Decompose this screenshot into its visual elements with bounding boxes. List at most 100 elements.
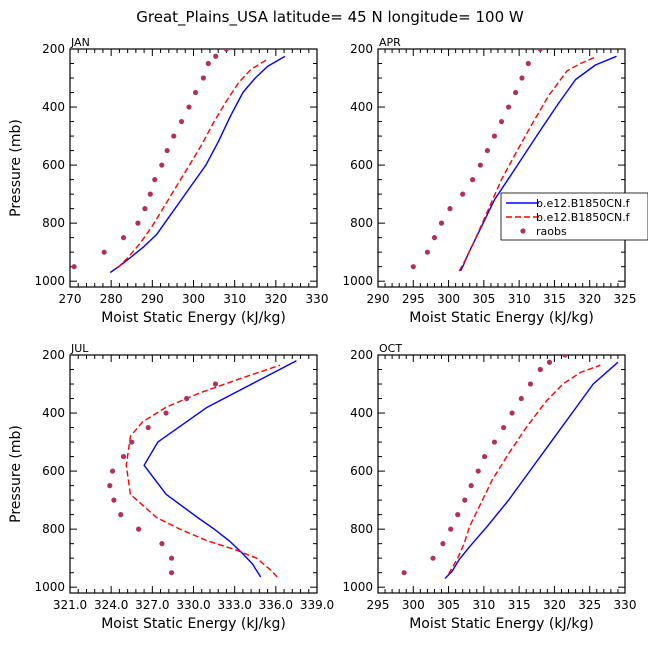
raobs-point <box>468 483 474 489</box>
x-tick-label: 325 <box>578 598 601 612</box>
raobs-point <box>431 235 438 241</box>
raobs-point <box>424 249 430 255</box>
panel-label: APR <box>379 36 401 49</box>
y-tick-label: 600 <box>42 464 65 478</box>
raobs-point <box>129 439 135 445</box>
legend-label: b.e12.B1850CN.f <box>536 197 631 210</box>
raobs-point <box>171 133 177 139</box>
x-tick-label: 280 <box>100 292 123 306</box>
raobs-point <box>527 381 534 387</box>
panel-oct: 295 300 305 310 315 320 325 330 200 400 600 800 1000… <box>342 342 636 632</box>
model1-series-line <box>444 361 619 579</box>
raobs-point <box>513 89 519 96</box>
x-tick-label: 300 <box>182 292 205 306</box>
panel-label: JUL <box>70 342 89 355</box>
model1-series-line <box>143 360 297 578</box>
raobs-point <box>200 75 206 81</box>
x-tick-label: 330.0 <box>176 598 210 612</box>
x-tick-label: 270 <box>59 292 82 306</box>
raobs-point <box>518 395 524 402</box>
raobs-point <box>71 264 77 270</box>
y-tick-label: 800 <box>42 522 65 536</box>
raobs-point <box>168 555 175 561</box>
raobs-point <box>410 264 416 270</box>
raobs-point <box>159 162 165 168</box>
raobs-point <box>519 75 525 81</box>
raobs-point <box>178 118 185 125</box>
x-tick-label: 315 <box>508 598 531 612</box>
raobs-point <box>136 526 142 532</box>
model2-series-line <box>458 57 595 272</box>
raobs-point <box>537 49 543 52</box>
raobs-point <box>145 424 151 431</box>
x-tick-label: 327.0 <box>135 598 169 612</box>
raobs-point <box>484 147 490 154</box>
x-tick-label: 315 <box>543 292 566 306</box>
raobs-point <box>481 453 488 460</box>
x-tick-label: 333.0 <box>217 598 251 612</box>
raobs-point <box>498 118 505 125</box>
y-tick-label: 1000 <box>342 580 373 594</box>
raobs-point <box>448 526 454 532</box>
y-axis-label: Pressure (mb) <box>8 119 24 217</box>
x-tick-label: 320 <box>578 292 601 306</box>
x-tick-label: 305 <box>437 598 460 612</box>
raobs-point <box>186 104 192 110</box>
plot-frame <box>69 48 318 288</box>
plot-frame <box>69 354 318 594</box>
x-tick-label: 305 <box>472 292 495 306</box>
raobs-point <box>223 49 230 52</box>
x-axis-label: Moist Static Energy (kJ/kg) <box>409 616 594 632</box>
raobs-point <box>118 512 124 518</box>
series-layer <box>410 49 617 272</box>
raobs-point <box>430 555 436 561</box>
raobs-point <box>475 468 481 474</box>
raobs-point <box>192 89 199 96</box>
panels-layer: 270 280 290 300 310 320 330 200 400 600 800 1000 JAN… <box>8 36 636 632</box>
raobs-point <box>120 235 127 241</box>
raobs-point <box>455 512 461 518</box>
x-tick-label: 310 <box>223 292 246 306</box>
x-tick-label: 310 <box>472 598 495 612</box>
raobs-point <box>477 162 483 168</box>
y-tick-label: 1000 <box>34 580 65 594</box>
panel-apr: 290 295 300 305 310 315 320 325 200 400 600 800 1000… <box>342 36 636 326</box>
x-tick-label: 310 <box>508 292 531 306</box>
raobs-point <box>491 439 498 445</box>
x-tick-label: 295 <box>402 292 425 306</box>
y-tick-label: 800 <box>42 216 65 230</box>
x-tick-label: 325 <box>614 292 637 306</box>
raobs-point <box>469 177 476 183</box>
raobs-point <box>213 53 219 59</box>
raobs-point <box>537 366 543 373</box>
raobs-point <box>111 497 117 503</box>
x-tick-label: 320 <box>264 292 287 306</box>
raobs-point <box>212 381 219 387</box>
x-tick-label: 290 <box>141 292 164 306</box>
raobs-point <box>135 220 141 226</box>
x-tick-label: 336.0 <box>259 598 293 612</box>
model2-series-line <box>447 364 601 575</box>
x-tick-label: 290 <box>367 292 390 306</box>
raobs-point <box>491 133 498 139</box>
raobs-point <box>525 60 531 67</box>
panel-label: OCT <box>379 342 402 355</box>
raobs-point <box>109 468 116 474</box>
figure-title: Great_Plains_USA latitude= 45 N longitud… <box>136 8 524 27</box>
raobs-point <box>159 541 165 547</box>
y-tick-label: 200 <box>42 42 65 56</box>
x-tick-label: 300 <box>437 292 460 306</box>
x-tick-label: 339.0 <box>300 598 334 612</box>
y-tick-label: 400 <box>350 406 373 420</box>
x-tick-label: 300 <box>402 598 425 612</box>
x-tick-label: 330 <box>614 598 637 612</box>
y-tick-label: 800 <box>350 216 373 230</box>
y-tick-label: 1000 <box>342 274 373 288</box>
raobs-point <box>401 570 407 576</box>
x-tick-label: 324.0 <box>94 598 128 612</box>
y-tick-label: 600 <box>350 464 373 478</box>
legend-label: raobs <box>536 225 567 238</box>
panel-jul: 321.0 324.0 327.0 330.0 333.0 336.0 339.0 200 40… <box>8 342 334 632</box>
panel-jan: 270 280 290 300 310 320 330 200 400 600 800 1000 JAN… <box>8 36 328 326</box>
